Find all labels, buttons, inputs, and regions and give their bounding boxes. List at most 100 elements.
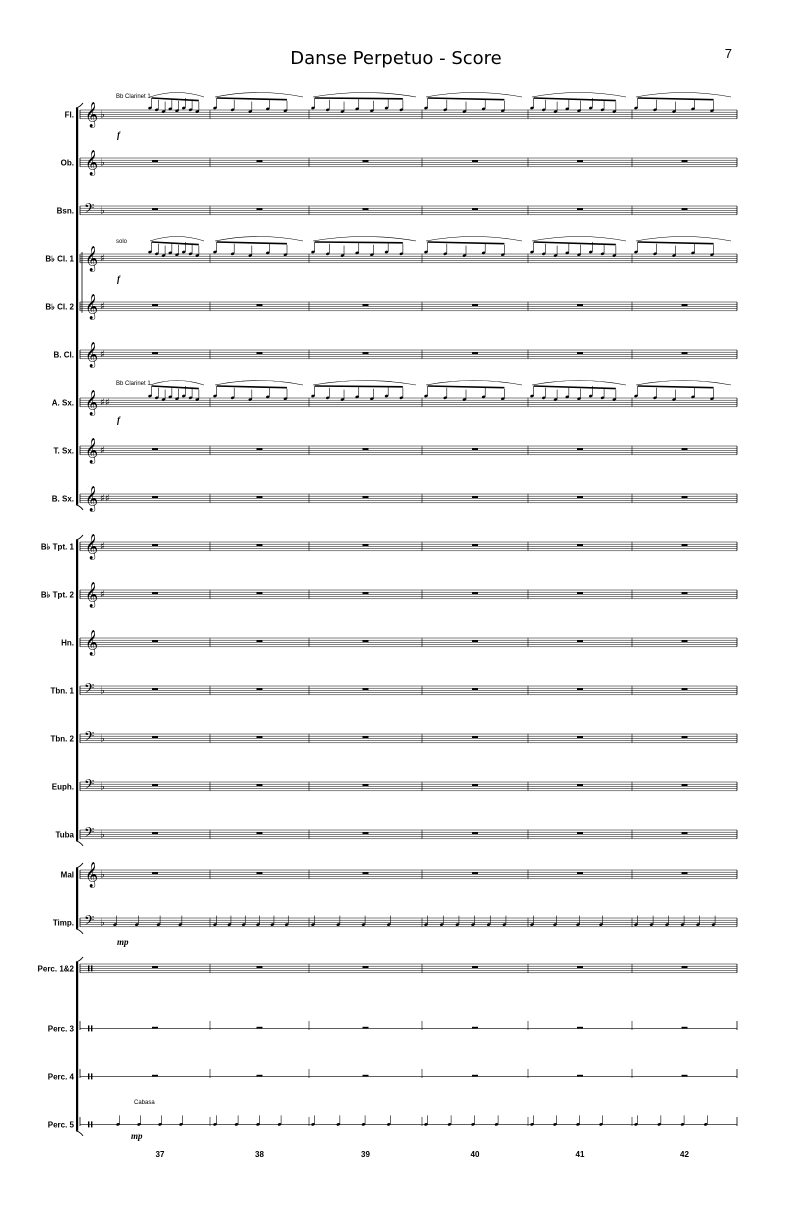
measure-rest	[472, 352, 478, 354]
measure-rest	[152, 208, 158, 210]
melody-measure	[213, 380, 304, 401]
measure-rest	[362, 448, 369, 450]
instrument-label: Ob.	[61, 158, 74, 167]
note-head	[325, 396, 330, 400]
note-head	[576, 1123, 580, 1126]
measure-rest	[577, 872, 583, 874]
measure-rest	[362, 160, 369, 162]
bracket-hook	[75, 840, 84, 847]
beam	[427, 241, 505, 245]
measure-rest	[472, 496, 478, 498]
note-head	[530, 923, 534, 926]
note-head	[266, 395, 270, 399]
beam	[533, 385, 616, 390]
note-head	[248, 110, 252, 113]
measure-rest	[256, 1026, 263, 1029]
note-head	[135, 923, 139, 926]
measure-rest	[681, 304, 688, 306]
note-head	[213, 1123, 217, 1126]
measure-number: 39	[361, 1150, 370, 1159]
fl-dynamic: f	[117, 130, 121, 140]
note-head	[634, 1123, 638, 1126]
note-head	[256, 1123, 260, 1126]
instrument-label: Perc. 1&2	[38, 964, 75, 973]
note-head	[384, 394, 389, 398]
treble-clef-icon: 𝄞	[85, 149, 98, 175]
measure-rest	[472, 832, 478, 834]
instrument-label: Tuba	[55, 830, 74, 839]
measure-rest	[152, 544, 158, 546]
instrument-label: Hn.	[61, 638, 74, 647]
note-head	[248, 398, 252, 401]
note-head	[696, 923, 700, 926]
measure-rest	[681, 160, 688, 162]
measure-rest	[681, 592, 688, 594]
timp-measure	[213, 915, 289, 926]
measure-rest	[577, 304, 583, 306]
note-head	[283, 253, 288, 257]
note-head	[600, 396, 605, 400]
note-head	[481, 251, 486, 255]
slur	[425, 236, 523, 242]
instrument-label: Perc. 3	[48, 1024, 75, 1033]
note-head	[241, 923, 246, 926]
note-head	[227, 923, 232, 926]
percussion-clef-icon	[91, 1025, 93, 1032]
measure-rest	[152, 736, 158, 738]
measure-rest	[152, 640, 158, 642]
measure-rest	[577, 688, 583, 690]
measure-rest	[577, 1026, 583, 1029]
melody-measure	[530, 380, 627, 401]
note-head	[565, 395, 569, 399]
percussion-clef-icon	[88, 1121, 90, 1128]
system-bracket	[76, 962, 79, 1131]
measure-rest	[577, 352, 583, 354]
melody-measure	[148, 236, 205, 257]
note-head	[577, 109, 581, 113]
measure-rest	[256, 1074, 263, 1077]
note-head	[230, 252, 235, 256]
measure-rest	[152, 832, 158, 834]
staff-19	[79, 963, 738, 974]
melody-measure	[148, 92, 205, 113]
note-head	[361, 923, 366, 926]
note-head	[158, 1123, 162, 1126]
note-head	[649, 923, 654, 926]
note-head	[710, 109, 714, 113]
beam	[216, 241, 288, 245]
note-head	[256, 923, 260, 926]
measure-rest	[256, 496, 263, 498]
note-head	[266, 107, 270, 111]
measure-rest	[681, 1074, 688, 1077]
note-head	[443, 252, 447, 256]
instrument-label: Timp.	[53, 918, 74, 927]
note-head	[565, 107, 569, 111]
measure-rest	[472, 208, 478, 210]
beam	[314, 97, 403, 100]
note-head	[530, 106, 534, 110]
note-head	[553, 398, 558, 401]
instrument-label: B♭ Tpt. 1	[41, 542, 75, 551]
note-head	[653, 396, 657, 400]
cabasa-measure	[213, 1115, 282, 1126]
note-head	[116, 1123, 120, 1126]
cabasa-measure	[634, 1115, 708, 1126]
fl-cue-label: Bb Clarinet 1	[116, 94, 151, 100]
timp-measure	[311, 915, 391, 926]
measure-rest	[152, 784, 158, 786]
note-head	[355, 395, 359, 399]
beam	[314, 241, 403, 244]
slur	[425, 380, 523, 386]
note-head	[370, 253, 374, 257]
melody-measure	[424, 236, 523, 257]
note-head	[600, 252, 605, 256]
timp-measure	[113, 915, 183, 926]
cabasa-measure	[116, 1115, 183, 1126]
melody-measure	[311, 92, 417, 113]
note-head	[213, 394, 217, 398]
bass-clef-icon: 𝄢	[84, 728, 94, 747]
note-head	[188, 252, 193, 256]
note-head	[336, 1123, 340, 1126]
treble-clef-icon: 𝄞	[85, 101, 98, 127]
beam	[151, 385, 199, 390]
